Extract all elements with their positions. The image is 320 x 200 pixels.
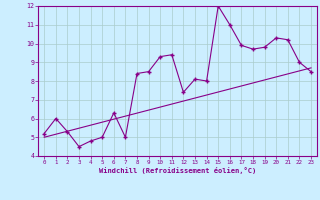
X-axis label: Windchill (Refroidissement éolien,°C): Windchill (Refroidissement éolien,°C) xyxy=(99,167,256,174)
